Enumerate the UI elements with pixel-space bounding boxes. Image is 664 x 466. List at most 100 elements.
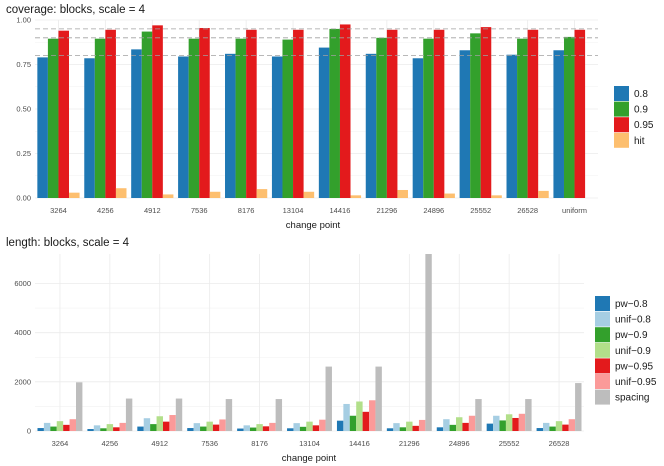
legend-label: unif−0.9 bbox=[615, 346, 651, 357]
bar-p2-3-0 bbox=[56, 421, 64, 431]
x-tick-label: 4256 bbox=[97, 206, 114, 215]
bar-p2-1-9 bbox=[493, 415, 500, 431]
bar-p1-1-10 bbox=[517, 38, 528, 198]
bar-p2-4-6 bbox=[362, 411, 370, 431]
bar-p1-2-5 bbox=[293, 29, 304, 198]
x-tick-label: 4256 bbox=[102, 439, 119, 448]
legend-label: pw−0.95 bbox=[615, 361, 654, 372]
bar-p1-1-9 bbox=[470, 33, 481, 198]
bar-p2-2-4 bbox=[249, 427, 257, 431]
coverage-x-ticks: 3264 4256 4912 7536 8176 13104 14416 21296 24896… bbox=[50, 206, 587, 215]
y-tick-label: 2000 bbox=[14, 377, 31, 386]
coverage-legend: 0.8 0.9 0.95 hit bbox=[614, 86, 654, 148]
bar-p1-2-7 bbox=[386, 29, 398, 198]
legend-swatch bbox=[595, 374, 610, 389]
bar-p2-2-3 bbox=[200, 426, 207, 431]
coverage-chart: coverage: blocks, scale = 4 0.00 0.25 0.50… bbox=[6, 4, 654, 231]
bar-p2-5-6 bbox=[369, 400, 376, 431]
legend-label: hit bbox=[634, 136, 645, 147]
bar-p1-1-3 bbox=[188, 38, 200, 198]
bar-p2-5-1 bbox=[119, 422, 126, 431]
bar-p1-3-1 bbox=[115, 188, 127, 198]
bar-p1-3-0 bbox=[69, 192, 80, 198]
bar-p2-2-10 bbox=[549, 426, 556, 431]
legend-label: unif−0.8 bbox=[615, 315, 651, 326]
x-tick-label: uniform bbox=[562, 206, 587, 215]
bar-p2-1-10 bbox=[543, 422, 550, 431]
coverage-y-ticks: 0.00 0.25 0.50 0.75 1.00 bbox=[16, 16, 31, 203]
bar-p1-0-3 bbox=[178, 56, 189, 198]
bar-p2-0-7 bbox=[386, 428, 394, 431]
bar-p2-4-0 bbox=[63, 424, 70, 431]
bar-p2-0-10 bbox=[536, 428, 544, 431]
bar-p1-3-3 bbox=[209, 191, 221, 198]
bar-p2-6-0 bbox=[75, 382, 83, 431]
x-tick-label: 13104 bbox=[283, 206, 304, 215]
bar-p2-4-2 bbox=[162, 421, 170, 431]
bar-p2-4-8 bbox=[462, 422, 469, 431]
legend-swatch bbox=[614, 117, 629, 133]
bar-p2-6-8 bbox=[475, 399, 482, 431]
bar-p2-0-6 bbox=[336, 420, 344, 431]
bar-p2-5-3 bbox=[219, 419, 226, 431]
bar-p2-3-8 bbox=[456, 417, 463, 431]
legend-label: pw−0.8 bbox=[615, 299, 648, 310]
bar-p1-2-9 bbox=[480, 27, 492, 199]
y-tick-label: 0.25 bbox=[16, 149, 31, 158]
bar-p2-2-2 bbox=[150, 424, 157, 431]
x-tick-label: 26528 bbox=[549, 439, 570, 448]
legend-label: 0.9 bbox=[634, 105, 648, 116]
bar-p2-6-1 bbox=[125, 398, 133, 431]
bar-p2-0-9 bbox=[486, 423, 494, 431]
bar-p1-0-10 bbox=[506, 54, 518, 199]
legend-swatch bbox=[595, 389, 610, 405]
x-tick-label: 25552 bbox=[470, 206, 491, 215]
bar-p2-0-2 bbox=[137, 426, 144, 431]
y-tick-label: 6000 bbox=[14, 279, 31, 288]
bar-p2-1-5 bbox=[293, 423, 300, 431]
bar-p1-3-6 bbox=[350, 195, 362, 198]
length-x-axis-label: change point bbox=[282, 453, 337, 464]
x-tick-label: 14416 bbox=[349, 439, 370, 448]
bar-p2-3-6 bbox=[356, 401, 363, 431]
x-tick-label: 3264 bbox=[50, 206, 67, 215]
bar-p2-4-4 bbox=[262, 426, 270, 431]
length-x-ticks: 3264 4256 4912 7536 8176 13104 14416 21296 24896… bbox=[52, 439, 570, 448]
bar-p1-3-2 bbox=[162, 194, 174, 198]
coverage-bars bbox=[37, 24, 586, 199]
x-tick-label: 7536 bbox=[191, 206, 208, 215]
bar-p1-2-3 bbox=[199, 28, 210, 199]
bar-p2-4-1 bbox=[113, 427, 120, 431]
bar-p1-2-2 bbox=[152, 25, 163, 199]
x-tick-label: 4912 bbox=[151, 439, 168, 448]
bar-p2-5-5 bbox=[319, 419, 326, 431]
bar-p2-0-0 bbox=[37, 428, 44, 431]
legend-swatch bbox=[595, 342, 610, 358]
bar-p2-4-9 bbox=[512, 417, 519, 431]
x-tick-label: 26528 bbox=[517, 206, 538, 215]
bar-p1-1-7 bbox=[376, 37, 387, 198]
legend-swatch bbox=[614, 132, 629, 148]
bar-p1-1-8 bbox=[423, 38, 434, 198]
x-tick-label: 21296 bbox=[399, 439, 420, 448]
bar-p2-6-9 bbox=[525, 399, 532, 431]
bar-p2-4-10 bbox=[562, 424, 569, 431]
bar-p2-3-1 bbox=[106, 424, 114, 431]
bar-p1-1-4 bbox=[235, 38, 247, 198]
legend-swatch bbox=[614, 101, 629, 117]
bar-p2-2-0 bbox=[50, 426, 57, 431]
bar-p2-1-8 bbox=[443, 419, 450, 431]
bar-p2-2-7 bbox=[399, 427, 407, 431]
legend-swatch bbox=[595, 296, 610, 311]
y-tick-label: 0.50 bbox=[16, 105, 31, 114]
bar-p1-3-7 bbox=[397, 189, 408, 198]
y-tick-label: 0.75 bbox=[16, 60, 31, 69]
bar-p2-6-3 bbox=[225, 399, 233, 431]
length-chart-title: length: blocks, scale = 4 bbox=[6, 237, 130, 249]
bar-p2-4-3 bbox=[212, 424, 220, 431]
x-tick-label: 14416 bbox=[330, 206, 351, 215]
bar-p2-0-5 bbox=[287, 428, 294, 431]
x-tick-label: 25552 bbox=[499, 439, 520, 448]
x-tick-label: 7536 bbox=[201, 439, 218, 448]
bar-p2-5-7 bbox=[418, 419, 426, 431]
